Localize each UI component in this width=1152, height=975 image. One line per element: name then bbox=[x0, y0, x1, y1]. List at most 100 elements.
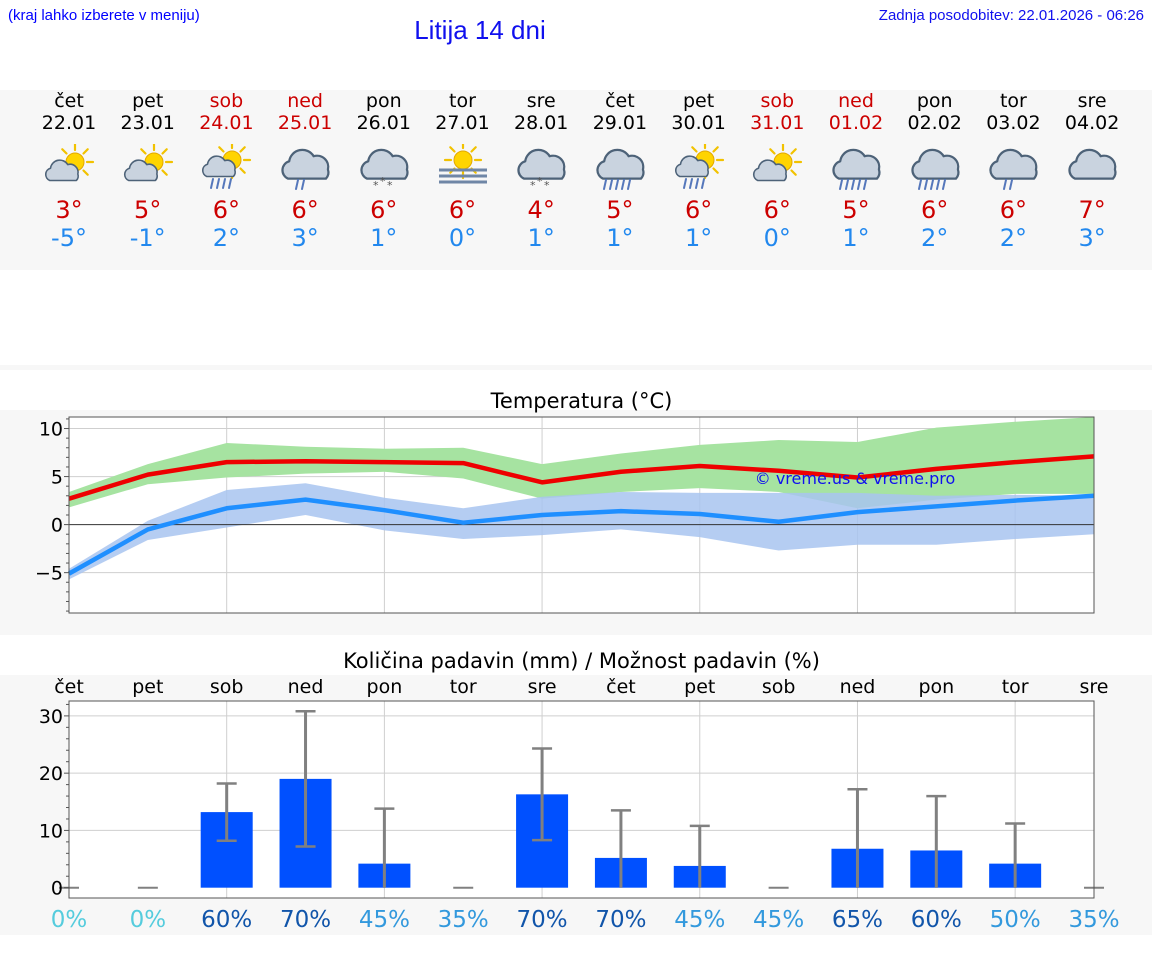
day-date: 27.01 bbox=[435, 112, 490, 134]
sun-fog-icon bbox=[438, 144, 487, 184]
max-temp: 6° bbox=[370, 196, 398, 224]
max-temp: 5° bbox=[842, 196, 870, 224]
day-date: 04.02 bbox=[1064, 112, 1120, 134]
min-temp: 1° bbox=[842, 224, 870, 252]
day-name: pet bbox=[132, 90, 164, 112]
day-date: 23.01 bbox=[120, 112, 175, 134]
day-forecast: sob 31.01 6° 0° bbox=[738, 90, 816, 252]
precip-probability: 35% bbox=[1068, 907, 1119, 933]
y-tick-label: 10 bbox=[39, 820, 63, 842]
svg-text:*: * bbox=[380, 175, 386, 188]
location-menu-hint[interactable]: (kraj lahko izberete v meniju) bbox=[8, 7, 200, 24]
svg-text:*: * bbox=[537, 175, 543, 188]
x-category-label: sob bbox=[762, 676, 796, 698]
precip-probability: 60% bbox=[201, 907, 252, 933]
x-category-label: ned bbox=[288, 676, 324, 698]
min-temp: 2° bbox=[921, 224, 949, 252]
watermark: © vreme.us & vreme.pro bbox=[755, 469, 956, 488]
day-forecast: čet 22.01 3° -5° bbox=[30, 90, 108, 252]
x-category-label: pet bbox=[132, 676, 163, 698]
precip-probability: 60% bbox=[911, 907, 962, 933]
day-date: 01.02 bbox=[828, 112, 884, 134]
plot-frame bbox=[68, 700, 1095, 899]
x-category-label: sre bbox=[1080, 676, 1109, 698]
precip-probability: 70% bbox=[280, 907, 331, 933]
day-forecast: sob 24.01 6° 2° bbox=[187, 90, 265, 252]
max-temp: 6° bbox=[763, 196, 791, 224]
day-name: ned bbox=[838, 90, 874, 112]
min-temp: -1° bbox=[129, 224, 166, 252]
min-temp: 3° bbox=[291, 224, 319, 252]
day-name: pet bbox=[682, 90, 715, 112]
max-temp: 6° bbox=[448, 196, 477, 224]
day-name: sre bbox=[1077, 90, 1107, 112]
sun-cloud-rain-icon bbox=[674, 144, 724, 189]
min-temp: 0° bbox=[763, 224, 791, 252]
day-forecast: čet 29.01 5° 1° bbox=[581, 90, 659, 252]
min-temp-line bbox=[67, 493, 1095, 576]
day-forecast: pet 30.01 6° 1° bbox=[660, 90, 738, 252]
max-temp: 6° bbox=[684, 196, 713, 224]
chart-title: Količina padavin (mm) / Možnost padavin … bbox=[343, 649, 820, 673]
day-forecast: pon 26.01 * * * 6° 1° bbox=[345, 90, 423, 252]
day-forecast: tor 03.02 6° 2° bbox=[974, 90, 1052, 252]
cloud-snow-icon: * * * bbox=[360, 148, 409, 190]
max-temp: 4° bbox=[527, 196, 555, 224]
precip-probability: 50% bbox=[990, 907, 1041, 933]
min-temp: 0° bbox=[448, 224, 477, 252]
min-temp: 3° bbox=[1078, 224, 1106, 252]
x-category-label: sob bbox=[210, 676, 244, 698]
svg-text:*: * bbox=[387, 179, 393, 190]
forecast-panel bbox=[0, 90, 1152, 270]
x-category-label: pon bbox=[367, 676, 403, 698]
max-temp-line bbox=[68, 454, 1095, 501]
day-forecast: ned 01.02 5° 1° bbox=[817, 90, 895, 252]
cloudy-icon bbox=[1068, 148, 1117, 180]
cloud-heavy-rain-icon bbox=[832, 148, 881, 190]
daily-forecast-row: čet 22.01 3° -5° pet 23.01 5° -1° sob 24.01 6° 2° ne… bbox=[30, 90, 1134, 260]
max-temp: 6° bbox=[291, 196, 319, 224]
day-date: 24.01 bbox=[199, 112, 254, 134]
day-name: pon bbox=[916, 90, 953, 112]
day-forecast: sre 04.02 7° 3° bbox=[1053, 90, 1131, 252]
x-category-label: tor bbox=[450, 676, 477, 698]
day-forecast: pon 02.02 6° 2° bbox=[896, 90, 974, 252]
cloud-rain-icon bbox=[989, 148, 1038, 190]
temperature-chart: Temperatura (°C) −5 0 5 10 © vreme.us & vreme… bbox=[35, 389, 1095, 614]
precip-probability: 45% bbox=[359, 907, 410, 933]
svg-text:*: * bbox=[544, 179, 550, 190]
precip-probability: 45% bbox=[753, 907, 804, 933]
x-category-label: čet bbox=[54, 676, 84, 698]
day-date: 26.01 bbox=[356, 112, 411, 134]
cloud-heavy-rain-icon bbox=[596, 148, 645, 190]
day-name: čet bbox=[54, 90, 84, 112]
min-temp: 1° bbox=[370, 224, 398, 252]
day-name: sob bbox=[209, 90, 244, 112]
divider bbox=[0, 365, 1152, 370]
day-date: 03.02 bbox=[986, 112, 1041, 134]
partly-sunny-icon bbox=[753, 144, 803, 182]
day-forecast: pet 23.01 5° -1° bbox=[109, 90, 187, 252]
day-name: tor bbox=[449, 90, 476, 112]
max-temp: 3° bbox=[55, 196, 83, 224]
precip-probability: 0% bbox=[51, 907, 88, 933]
svg-text:*: * bbox=[530, 179, 536, 190]
precip-probability: 35% bbox=[438, 907, 489, 933]
chart-title: Temperatura (°C) bbox=[490, 389, 673, 413]
precip-probability: 65% bbox=[832, 907, 883, 933]
min-temp: 1° bbox=[684, 224, 713, 252]
day-date: 30.01 bbox=[671, 112, 726, 134]
x-category-label: sre bbox=[528, 676, 557, 698]
day-date: 31.01 bbox=[750, 112, 805, 134]
day-date: 22.01 bbox=[41, 112, 97, 134]
y-tick-label: 0 bbox=[51, 515, 63, 537]
partly-sunny-icon bbox=[123, 144, 173, 182]
cloud-snow-icon: * * * bbox=[517, 148, 566, 190]
min-temp: 1° bbox=[606, 224, 634, 252]
x-category-label: ned bbox=[840, 676, 876, 698]
cloud-heavy-rain-icon bbox=[911, 148, 960, 190]
min-temp: -5° bbox=[51, 224, 87, 252]
day-forecast: tor 27.01 6° 0° bbox=[424, 90, 502, 252]
page-title: Litija 14 dni bbox=[414, 15, 546, 45]
precipitation-chart: Količina padavin (mm) / Možnost padavin … bbox=[39, 649, 1120, 933]
